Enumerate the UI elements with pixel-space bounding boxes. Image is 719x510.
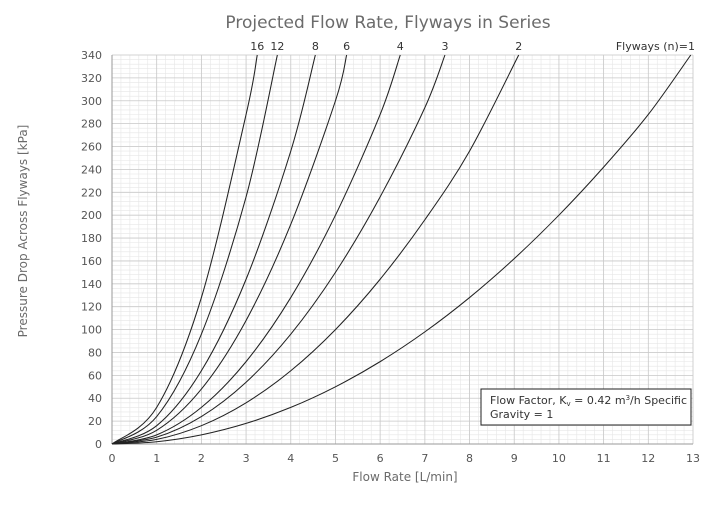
annotation-frame bbox=[480, 388, 692, 426]
series-line-8 bbox=[111, 54, 258, 445]
x-axis-title: Flow Rate [L/min] bbox=[352, 470, 457, 484]
y-tick-label: 280 bbox=[81, 118, 102, 131]
y-tick-label: 160 bbox=[81, 255, 102, 268]
annotation-line-2: Gravity = 1 bbox=[490, 408, 553, 421]
series-label: 2 bbox=[515, 40, 522, 53]
grid bbox=[111, 54, 694, 445]
annotation-box: Flow Factor, Kv = 0.42 m3/h Specific Gra… bbox=[480, 388, 692, 426]
series-line-6 bbox=[111, 54, 316, 445]
chart-title: Projected Flow Rate, Flyways in Series bbox=[225, 13, 550, 33]
y-tick-label: 100 bbox=[81, 324, 102, 337]
series-label: 8 bbox=[312, 40, 319, 53]
series-line-7 bbox=[111, 54, 278, 445]
y-tick-label: 300 bbox=[81, 95, 102, 108]
x-tick-label: 12 bbox=[641, 452, 655, 465]
y-tick-label: 0 bbox=[95, 438, 102, 451]
x-tick-label: 0 bbox=[109, 452, 116, 465]
y-tick-label: 40 bbox=[88, 392, 102, 405]
x-tick-label: 13 bbox=[686, 452, 700, 465]
x-tick-labels: 0 1 2 3 4 5 6 7 8 9 10 11 12 13 bbox=[109, 452, 701, 465]
series-label: 16 bbox=[250, 40, 264, 53]
y-tick-labels: 0 20 40 60 80 100 120 140 160 180 200 220 240 260 280 3… bbox=[81, 49, 102, 451]
x-tick-label: 7 bbox=[421, 452, 428, 465]
series-line-1 bbox=[111, 54, 692, 445]
x-tick-label: 2 bbox=[198, 452, 205, 465]
series-labels: Flyways (n)=1 2 3 4 6 8 12 16 bbox=[250, 40, 695, 53]
axes bbox=[111, 55, 693, 445]
x-tick-label: 4 bbox=[287, 452, 294, 465]
series-label: Flyways (n)=1 bbox=[616, 40, 695, 53]
series-label: 4 bbox=[397, 40, 404, 53]
series-line-2 bbox=[111, 54, 520, 445]
x-tick-label: 1 bbox=[153, 452, 160, 465]
x-tick-label: 11 bbox=[597, 452, 611, 465]
x-tick-label: 9 bbox=[511, 452, 518, 465]
y-tick-label: 120 bbox=[81, 301, 102, 314]
y-tick-label: 220 bbox=[81, 186, 102, 199]
annotation-line-1: Flow Factor, Kv = 0.42 m3/h Specific bbox=[490, 394, 687, 408]
series-curves bbox=[111, 54, 692, 445]
series-label: 12 bbox=[270, 40, 284, 53]
series-label: 3 bbox=[441, 40, 448, 53]
x-tick-label: 10 bbox=[552, 452, 566, 465]
y-tick-label: 140 bbox=[81, 278, 102, 291]
y-tick-label: 20 bbox=[88, 415, 102, 428]
y-tick-label: 240 bbox=[81, 163, 102, 176]
series-label: 6 bbox=[343, 40, 350, 53]
y-tick-label: 200 bbox=[81, 209, 102, 222]
y-tick-label: 340 bbox=[81, 49, 102, 62]
y-tick-label: 80 bbox=[88, 346, 102, 359]
y-tick-label: 320 bbox=[81, 72, 102, 85]
x-tick-label: 5 bbox=[332, 452, 339, 465]
y-tick-label: 260 bbox=[81, 141, 102, 154]
y-tick-label: 180 bbox=[81, 232, 102, 245]
series-line-5 bbox=[111, 54, 348, 445]
y-tick-label: 60 bbox=[88, 369, 102, 382]
x-tick-label: 3 bbox=[243, 452, 250, 465]
y-axis-title: Pressure Drop Across Flyways [kPa] bbox=[16, 125, 30, 338]
x-tick-label: 8 bbox=[466, 452, 473, 465]
series-line-4 bbox=[111, 54, 401, 445]
series-line-3 bbox=[111, 54, 446, 445]
x-tick-label: 6 bbox=[377, 452, 384, 465]
